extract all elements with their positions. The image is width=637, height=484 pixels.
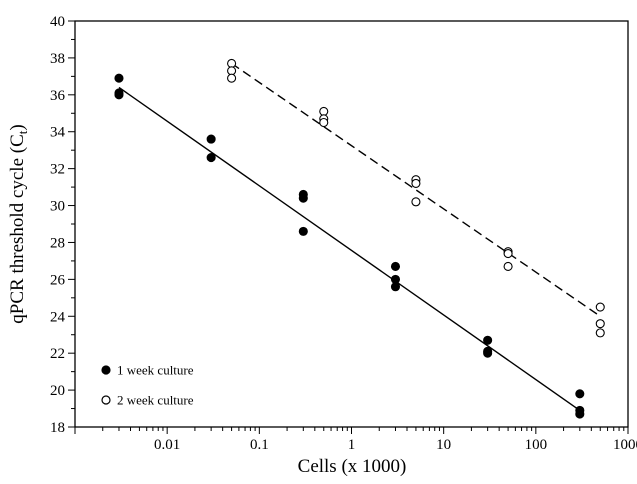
data-point-1-week	[575, 389, 585, 399]
y-axis-label-subscript: t	[15, 130, 30, 134]
x-tick-label: 1000	[613, 437, 637, 453]
data-points	[114, 58, 605, 419]
data-point-1-week	[298, 226, 308, 236]
y-tick-label: 40	[50, 14, 65, 30]
data-point-1-week	[114, 73, 124, 83]
y-tick-label: 38	[50, 51, 65, 67]
y-axis-ticks: 18 20 22 24 26 28 30 32 34 36 38 40	[50, 14, 75, 436]
y-tick-label: 20	[50, 383, 65, 399]
data-point-1-week	[575, 409, 585, 419]
y-tick-label: 30	[50, 199, 65, 215]
y-axis-label-close: )	[7, 124, 28, 130]
data-point-2-week	[503, 248, 513, 259]
data-point-2-week	[227, 66, 237, 76]
y-tick-label: 28	[50, 235, 65, 251]
legend: 1 week culture 2 week culture	[101, 363, 194, 408]
data-point-1-week	[206, 134, 216, 144]
y-tick-label: 26	[50, 272, 66, 288]
x-tick-label: 10	[436, 437, 451, 453]
x-axis-ticks: 0.01 0.1 1 10 100 1000	[74, 427, 637, 453]
data-point-1-week	[483, 348, 493, 358]
data-point-2-week	[503, 261, 513, 271]
fit-line-1-week	[118, 86, 581, 411]
data-point-1-week	[298, 193, 308, 203]
data-point-1-week	[114, 90, 124, 100]
data-point-2-week	[595, 302, 605, 312]
x-tick-label: 0.01	[154, 437, 180, 453]
y-tick-label: 24	[50, 309, 66, 325]
legend-label-1-week: 1 week culture	[117, 363, 194, 378]
data-point-1-week	[390, 274, 401, 284]
y-tick-label: 18	[50, 420, 65, 436]
legend-marker-1-week	[101, 365, 111, 375]
data-point-2-week	[411, 197, 421, 207]
y-tick-label: 36	[50, 88, 66, 104]
x-tick-label: 0.1	[250, 437, 269, 453]
data-point-2-week	[595, 319, 605, 329]
data-point-2-week	[227, 73, 237, 83]
data-point-2-week	[595, 328, 605, 338]
data-point-2-week	[319, 117, 329, 128]
y-tick-label: 32	[50, 162, 65, 178]
fit-lines	[118, 62, 601, 411]
data-point-1-week	[206, 153, 216, 163]
fit-line-2-week	[231, 62, 601, 317]
y-tick-label: 34	[50, 125, 66, 141]
data-point-2-week	[227, 58, 237, 68]
data-point-1-week	[483, 335, 493, 345]
data-point-1-week	[390, 261, 401, 271]
x-tick-label: 100	[525, 437, 548, 453]
y-axis-label: qPCR threshold cycle (Ct)	[7, 124, 30, 323]
legend-marker-2-week	[101, 395, 111, 405]
legend-label-2-week: 2 week culture	[117, 393, 194, 408]
y-tick-label: 22	[50, 346, 65, 362]
y-axis-label-main: qPCR threshold cycle (C	[7, 134, 28, 323]
data-point-2-week	[319, 106, 329, 116]
x-tick-label: 1	[348, 437, 356, 453]
x-axis-label: Cells (x 1000)	[298, 456, 407, 477]
data-point-1-week	[390, 282, 401, 292]
data-point-2-week	[411, 178, 421, 188]
